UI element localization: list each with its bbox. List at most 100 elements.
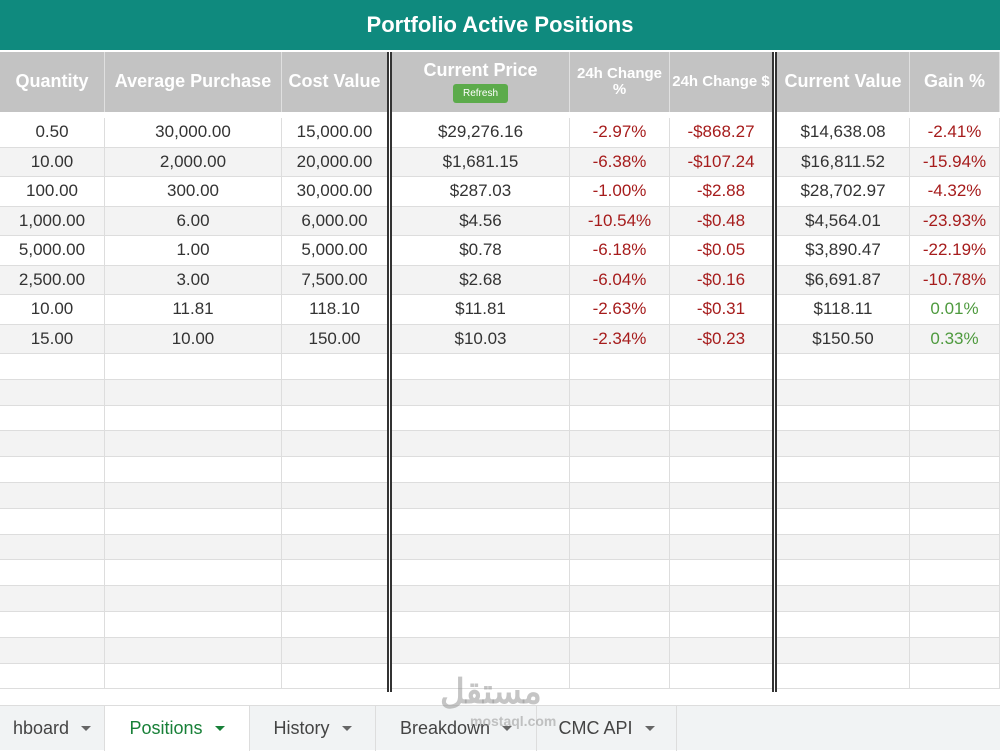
empty-cell <box>570 483 670 509</box>
empty-cell <box>105 560 282 587</box>
column-header: 24h Change $ <box>670 52 773 112</box>
table-cell: -23.93% <box>910 206 1000 236</box>
sheet-tab[interactable]: Positions <box>105 706 250 751</box>
empty-cell <box>910 457 1000 483</box>
empty-cell <box>0 457 105 483</box>
empty-cell <box>777 663 910 690</box>
watermark-logo: مستقل <box>440 673 542 711</box>
empty-cell <box>105 534 282 561</box>
empty-cell <box>105 483 282 509</box>
empty-cell <box>0 586 105 612</box>
table-cell: $29,276.16 <box>392 118 570 148</box>
dropdown-arrow <box>644 726 655 731</box>
empty-cell <box>282 508 388 535</box>
sheet-tab-label: CMC API <box>558 718 633 738</box>
table-cell: 10.00 <box>105 324 282 354</box>
empty-cell <box>670 508 773 535</box>
empty-cell <box>777 354 910 380</box>
table-cell: -$107.24 <box>670 147 773 177</box>
empty-cell <box>670 457 773 483</box>
sheet-tab-label: Positions <box>129 718 203 738</box>
table-cell: $118.11 <box>777 295 910 325</box>
empty-cell <box>910 354 1000 380</box>
empty-cell <box>0 560 105 587</box>
empty-cell <box>392 405 570 432</box>
empty-cell <box>910 508 1000 535</box>
empty-cell <box>105 586 282 612</box>
empty-cell <box>777 560 910 587</box>
empty-cell <box>105 354 282 380</box>
sheet-tab[interactable]: hboard <box>0 706 105 751</box>
empty-cell <box>0 379 105 406</box>
empty-cell <box>105 508 282 535</box>
table-cell: 118.10 <box>282 295 388 325</box>
empty-cell <box>0 431 105 458</box>
empty-cell <box>0 405 105 432</box>
empty-cell <box>282 483 388 509</box>
empty-cell <box>105 612 282 638</box>
empty-cell <box>777 508 910 535</box>
empty-cell <box>670 560 773 587</box>
empty-cell <box>777 612 910 638</box>
empty-cell <box>570 534 670 561</box>
empty-cell <box>910 637 1000 664</box>
dropdown-arrow <box>214 726 225 731</box>
empty-cell <box>282 405 388 432</box>
table-cell: -2.97% <box>570 118 670 148</box>
table-cell: -$2.88 <box>670 177 773 207</box>
table-cell: 11.81 <box>105 295 282 325</box>
empty-cell <box>0 534 105 561</box>
sheet-tab[interactable]: Breakdown <box>376 706 537 751</box>
table-cell: 3.00 <box>105 265 282 295</box>
column-header-text: Quantity <box>15 71 89 92</box>
sheet-tab-label: History <box>273 718 330 738</box>
empty-cell <box>0 483 105 509</box>
table-cell: $6,691.87 <box>777 265 910 295</box>
column-header-text: Current Value <box>784 71 902 92</box>
column-header-text: Average Purchase <box>114 71 272 92</box>
table-cell: 10.00 <box>0 147 105 177</box>
empty-cell <box>910 612 1000 638</box>
sheet-tab-label: Breakdown <box>399 718 491 738</box>
empty-cell <box>777 405 910 432</box>
empty-cell <box>777 586 910 612</box>
table-cell: -6.18% <box>570 236 670 266</box>
refresh-button[interactable]: Refresh <box>452 83 508 103</box>
empty-cell <box>570 508 670 535</box>
table-cell: $10.03 <box>392 324 570 354</box>
table-cell: -10.78% <box>910 265 1000 295</box>
column-header: Gain % <box>910 52 1000 112</box>
sheet-tab[interactable]: CMC API <box>537 706 677 751</box>
empty-cell <box>670 663 773 690</box>
table-cell: $3,890.47 <box>777 236 910 266</box>
table-cell: 15,000.00 <box>282 118 388 148</box>
empty-cell <box>392 483 570 509</box>
sheet-tab[interactable]: History <box>250 706 376 751</box>
column-header: Quantity <box>0 52 105 112</box>
table-cell: 1,000.00 <box>0 206 105 236</box>
empty-cell <box>392 663 570 690</box>
table-cell: 300.00 <box>105 177 282 207</box>
sheet-tab-label: hboard <box>12 718 70 738</box>
column-header: Average Purchase <box>105 52 282 112</box>
empty-cell <box>570 354 670 380</box>
empty-cell <box>570 379 670 406</box>
column-header-text: Gain % <box>923 71 985 92</box>
empty-cell <box>0 663 105 690</box>
empty-cell <box>392 354 570 380</box>
empty-cell <box>670 379 773 406</box>
empty-cell <box>392 637 570 664</box>
empty-cell <box>777 431 910 458</box>
table-cell: 5,000.00 <box>282 236 388 266</box>
empty-cell <box>282 354 388 380</box>
table-cell: -6.04% <box>570 265 670 295</box>
empty-cell <box>670 483 773 509</box>
empty-cell <box>777 483 910 509</box>
empty-cell <box>0 508 105 535</box>
empty-cell <box>777 379 910 406</box>
table-cell: 6.00 <box>105 206 282 236</box>
empty-cell <box>910 586 1000 612</box>
empty-cell <box>105 663 282 690</box>
empty-cell <box>282 663 388 690</box>
